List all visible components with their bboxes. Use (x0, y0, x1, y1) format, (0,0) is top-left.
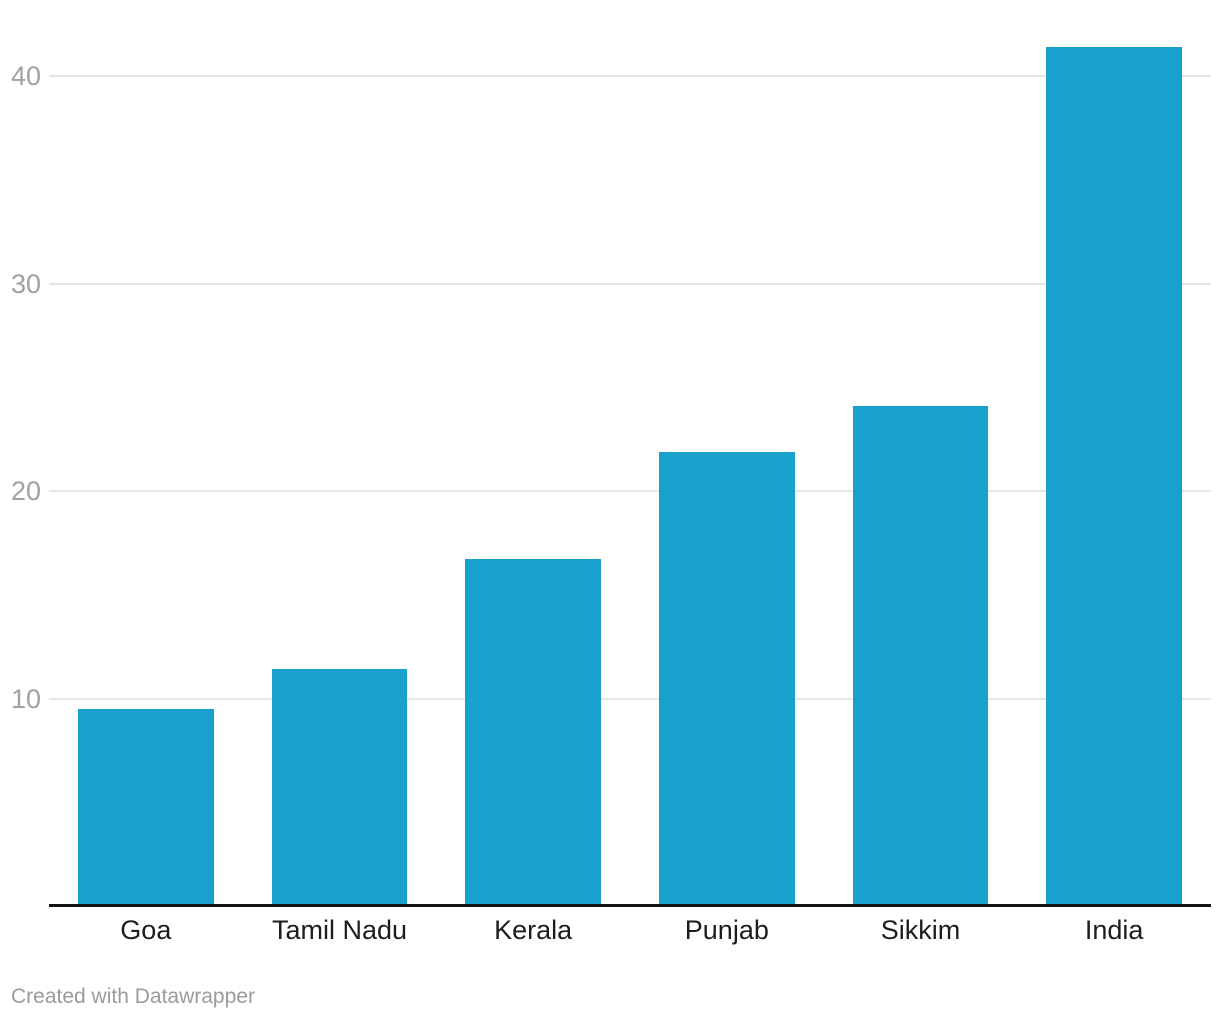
bar-punjab (659, 451, 795, 906)
x-label-goa: Goa (120, 915, 172, 945)
plot-area (49, 46, 1211, 906)
y-tick-label-30: 30 (11, 268, 42, 299)
gridline-10 (49, 697, 1211, 700)
bar-kerala (465, 559, 601, 906)
x-label-kerala: Kerala (494, 915, 573, 945)
x-label-sikkim: Sikkim (880, 915, 961, 945)
datawrapper-credit: Created with Datawrapper (11, 985, 255, 1008)
bar-india (1046, 46, 1182, 906)
y-tick-label-10: 10 (11, 683, 42, 714)
bar-sikkim (852, 405, 989, 906)
bar-tamil-nadu (271, 669, 408, 906)
x-label-india: India (1084, 915, 1144, 945)
y-tick-label-20: 20 (11, 476, 42, 506)
gridline-30 (49, 282, 1211, 285)
x-label-punjab: Punjab (684, 915, 769, 945)
x-label-tamil-nadu: Tamil Nadu (271, 915, 408, 945)
y-tick-label-40: 40 (11, 61, 42, 91)
gridline-20 (49, 490, 1211, 492)
x-axis-line (49, 904, 1211, 907)
gridline-40 (49, 75, 1211, 77)
bar-goa (78, 708, 214, 906)
